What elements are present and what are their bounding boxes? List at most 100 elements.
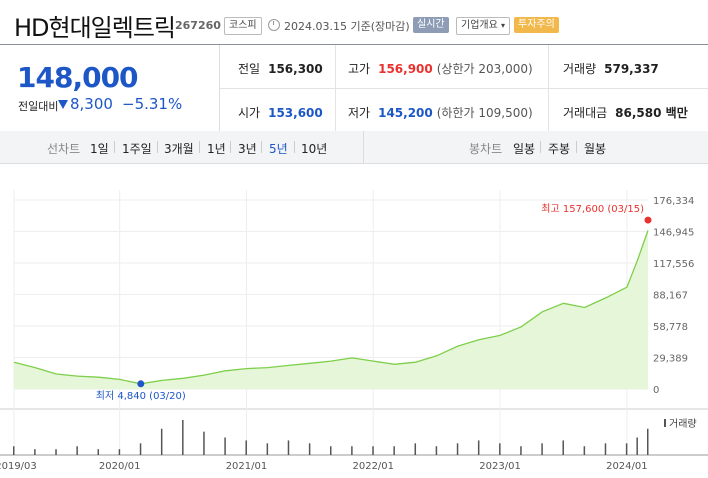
company-info-label: 기업개요 [461, 20, 498, 31]
volume-bar [245, 440, 247, 455]
divider [576, 141, 577, 153]
volume-bar [393, 446, 395, 455]
stock-title: HD현대일렉트릭 [14, 14, 176, 42]
volume-bar [139, 443, 142, 455]
open-label: 시가 [238, 106, 261, 120]
divider [363, 131, 364, 163]
tab-3m[interactable]: 3개월 [164, 142, 194, 156]
volume-bar [266, 443, 269, 455]
tab-daily[interactable]: 일봉 [513, 142, 536, 156]
volume-bar [287, 440, 290, 455]
y-tick-label: 88,167 [653, 291, 688, 302]
volume-bar [351, 446, 353, 455]
date-text: 2024.03.15 기준(장마감) [284, 20, 410, 33]
volume-bar [160, 428, 163, 455]
divider [157, 141, 158, 153]
volume-bar [34, 449, 36, 455]
candle-chart-label: 봉차트 [469, 142, 503, 156]
volume-bar [541, 443, 543, 455]
day-low-label: 저가 [348, 106, 371, 120]
stock-header: HD현대일렉트릭 267260 코스피 2024.03.15 기준(장마감) 실… [0, 0, 708, 44]
tab-1d[interactable]: 1일 [90, 142, 109, 156]
tab-1w[interactable]: 1주일 [122, 142, 152, 156]
tab-weekly[interactable]: 주봉 [548, 142, 571, 156]
volume-label: 거래량 [563, 62, 597, 76]
day-high-value: 156,900 [378, 62, 433, 76]
high-point [644, 216, 652, 224]
volume-bar [456, 443, 459, 455]
day-low-value: 145,200 [378, 106, 433, 120]
chevron-down-icon: ▾ [501, 21, 506, 30]
prev-close-label: 전일 [238, 62, 261, 76]
volume-legend-icon [664, 419, 666, 427]
line-chart-label: 선차트 [47, 142, 81, 156]
volume-bar [76, 446, 78, 455]
y-tick-label: 176,334 [653, 196, 694, 207]
volume: 거래량 579,337 [563, 60, 659, 77]
divider [294, 141, 295, 153]
day-low: 저가 145,200 (하한가 109,500) [348, 104, 533, 121]
current-price-box: 148,000 전일대비 8,300 −5.31% [0, 45, 220, 132]
volume-bar [372, 446, 374, 455]
divider [261, 141, 262, 153]
market-badge: 코스피 [224, 17, 262, 35]
volume-bar [647, 428, 649, 455]
volume-bar [182, 420, 184, 455]
volume-bar [583, 446, 586, 455]
x-tick-label: 2022/01 [352, 461, 394, 472]
prev-close-value: 156,300 [268, 62, 323, 76]
volume-bar [625, 443, 628, 455]
current-price: 148,000 [17, 61, 139, 94]
open-price: 시가 153,600 [238, 104, 323, 121]
open-value: 153,600 [268, 106, 323, 120]
volume-value: 579,337 [604, 62, 659, 76]
volume-bar [203, 431, 205, 455]
volume-bar [330, 446, 332, 455]
upper-limit: (상한가 203,000) [436, 62, 533, 76]
divider [540, 141, 541, 153]
tab-5y[interactable]: 5년 [269, 142, 288, 156]
y-tick-label: 0 [653, 385, 659, 396]
x-tick-label: 2019/03 [0, 461, 37, 472]
volume-bar [97, 449, 100, 455]
company-info-dropdown[interactable]: 기업개요 ▾ [456, 17, 511, 35]
trade-amount: 거래대금 86,580 백만 [563, 104, 688, 121]
volume-bar [118, 449, 121, 455]
chart-period-tabs: 선차트 1일 1주일 3개월 1년 3년 5년 10년 봉차트 일봉 주봉 월봉 [0, 131, 708, 164]
x-tick-label: 2024/01 [606, 461, 648, 472]
volume-bar [499, 443, 501, 455]
tab-monthly[interactable]: 월봉 [584, 142, 607, 156]
volume-bar [224, 437, 226, 455]
volume-bar [520, 446, 522, 455]
price-chart: 176,334 146,945 117,556 88,167 58,778 29,389 0… [0, 190, 708, 472]
tab-1y[interactable]: 1년 [207, 142, 226, 156]
price-area [14, 230, 648, 389]
price-summary: 148,000 전일대비 8,300 −5.31% 전일 156,300 고가 15… [0, 44, 708, 133]
volume-bar [435, 446, 438, 455]
price-line [13, 230, 649, 385]
high-annotation: 최고 157,600 (03/15) [541, 203, 644, 215]
tab-10y[interactable]: 10년 [301, 142, 328, 156]
change-value: 8,300 [70, 95, 113, 113]
clock-icon [268, 19, 280, 31]
y-tick-label: 29,389 [653, 354, 688, 365]
amount-label: 거래대금 [563, 106, 608, 120]
x-tick-label: 2023/01 [479, 461, 521, 472]
low-annotation: 최저 4,840 (03/20) [96, 390, 186, 402]
lower-limit: (하한가 109,500) [436, 106, 533, 120]
low-point [137, 380, 145, 388]
volume-bar [636, 437, 638, 455]
divider [220, 88, 708, 89]
volume-bar [604, 443, 607, 455]
realtime-button[interactable]: 실시간 [413, 17, 449, 33]
tab-3y[interactable]: 3년 [238, 142, 257, 156]
change-percent: −5.31% [122, 95, 183, 113]
amount-value: 86,580 백만 [615, 106, 688, 120]
divider [199, 141, 200, 153]
volume-bar [308, 443, 311, 455]
volume-legend: 거래량 [669, 418, 697, 430]
down-arrow-icon [58, 100, 68, 109]
warning-badge: 투자주의 [514, 17, 559, 33]
y-tick-label: 117,556 [653, 259, 694, 270]
x-tick-label: 2021/01 [226, 461, 268, 472]
